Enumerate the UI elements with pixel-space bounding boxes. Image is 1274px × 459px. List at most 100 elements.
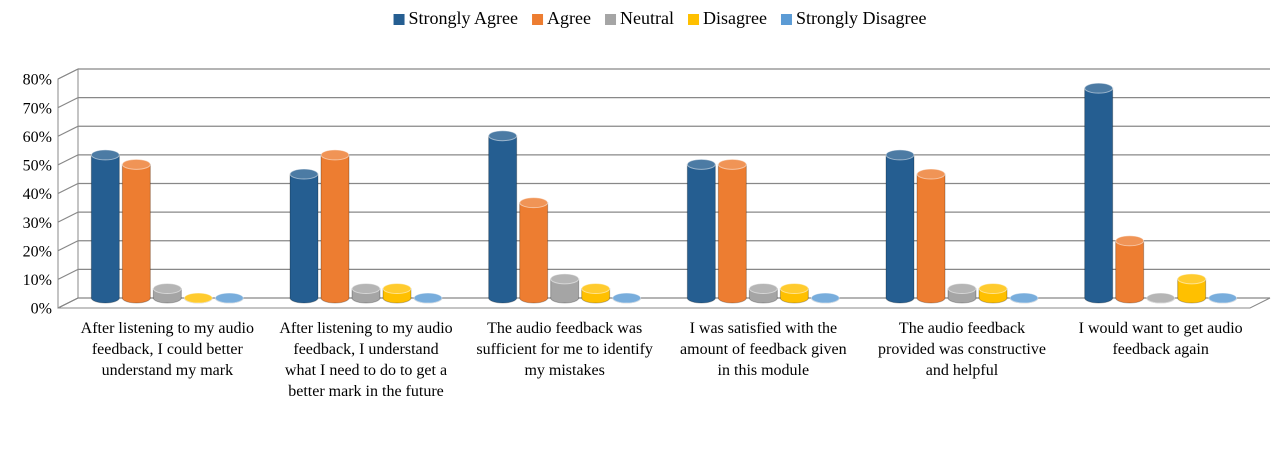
bar-top-shine bbox=[550, 273, 579, 284]
bar-top-shine bbox=[1146, 293, 1175, 303]
bar-top bbox=[612, 292, 642, 304]
bar-top-shine bbox=[979, 283, 1007, 294]
grid-line-side bbox=[57, 97, 79, 109]
bar-top bbox=[885, 149, 915, 161]
bar bbox=[550, 278, 580, 304]
legend-label: Strongly Disagree bbox=[796, 8, 926, 28]
bar-top-shine bbox=[917, 169, 945, 180]
y-tick-label: 40% bbox=[23, 186, 52, 203]
bar-top-shine bbox=[122, 159, 151, 170]
bar-top bbox=[748, 283, 778, 295]
bar-top bbox=[351, 283, 381, 295]
bar-top-shine bbox=[91, 149, 120, 160]
bar-top bbox=[382, 283, 412, 295]
legend-label: Strongly Agree bbox=[409, 8, 519, 28]
grid-line-side bbox=[57, 182, 79, 195]
legend: Strongly Agree Agree Neutral Disagree Strong… bbox=[393, 8, 926, 28]
bar-top bbox=[1177, 273, 1207, 285]
bar bbox=[289, 173, 319, 304]
bar-top-shine bbox=[215, 293, 244, 303]
bar-top bbox=[413, 292, 443, 304]
y-tick-label: 80% bbox=[23, 72, 52, 89]
bar-top bbox=[1146, 292, 1176, 304]
grid-line-side bbox=[57, 68, 79, 80]
y-tick-label: 0% bbox=[31, 301, 52, 318]
bar-top bbox=[320, 149, 350, 161]
bar bbox=[519, 202, 549, 304]
bar-top-shine bbox=[321, 149, 349, 160]
bar-top-shine bbox=[718, 159, 747, 170]
bar-top bbox=[947, 283, 977, 295]
bar-top bbox=[1208, 292, 1238, 304]
x-tick-label: After listening to my audio feedback, I … bbox=[279, 320, 453, 400]
bar-top bbox=[581, 283, 611, 295]
bar-top bbox=[717, 158, 747, 170]
bar bbox=[916, 173, 946, 304]
grid-line-side bbox=[57, 240, 79, 252]
bar-top-shine bbox=[153, 283, 182, 294]
bar-top bbox=[488, 130, 518, 142]
bar bbox=[885, 154, 915, 304]
bar-top bbox=[550, 273, 580, 285]
y-tick-label: 70% bbox=[23, 100, 52, 117]
x-tick-label: The audio feedback was sufficient for me… bbox=[476, 320, 653, 379]
bar-top bbox=[519, 197, 549, 209]
y-tick-label: 10% bbox=[23, 272, 52, 289]
grid-line-side bbox=[57, 125, 79, 137]
bar bbox=[1177, 278, 1207, 304]
bar bbox=[320, 154, 350, 304]
bar-top-shine bbox=[1115, 235, 1144, 246]
y-tick-label: 30% bbox=[23, 215, 52, 232]
bar bbox=[686, 163, 716, 304]
bar bbox=[1115, 240, 1145, 304]
legend-label: Agree bbox=[547, 8, 591, 28]
x-tick-label: After listening to my audio feedback, I … bbox=[80, 320, 254, 379]
bar-top bbox=[214, 292, 244, 304]
grid-line-side bbox=[57, 211, 79, 223]
bar-top bbox=[916, 168, 946, 180]
bar-top-shine bbox=[1010, 293, 1038, 303]
bar-top bbox=[686, 158, 716, 170]
legend-swatch bbox=[688, 14, 700, 25]
bar-top bbox=[152, 283, 182, 295]
x-tick-label: The audio feedback provided was construc… bbox=[878, 320, 1046, 379]
bar-top-shine bbox=[1177, 273, 1206, 284]
bar bbox=[1084, 87, 1114, 304]
bar bbox=[717, 163, 747, 304]
bar-top-shine bbox=[414, 293, 442, 303]
bar-top bbox=[779, 283, 809, 295]
y-tick-label: 50% bbox=[23, 158, 52, 175]
legend-label: Disagree bbox=[703, 8, 767, 28]
bar-top-shine bbox=[687, 159, 716, 170]
legend-label: Neutral bbox=[620, 8, 674, 28]
bar-top-shine bbox=[352, 283, 380, 294]
legend-swatch bbox=[532, 14, 544, 25]
bar-top-shine bbox=[1208, 293, 1237, 303]
bar-top bbox=[121, 158, 151, 170]
bar-top bbox=[90, 149, 120, 161]
bar bbox=[121, 163, 151, 304]
grid-line-side bbox=[57, 154, 79, 166]
legend-swatch bbox=[393, 14, 405, 25]
bar-top-shine bbox=[811, 293, 840, 303]
bar-top bbox=[978, 283, 1008, 295]
bar-top-shine bbox=[886, 149, 914, 160]
y-tick-label: 20% bbox=[23, 243, 52, 260]
bar-top-shine bbox=[488, 130, 517, 141]
bar-top-shine bbox=[383, 283, 411, 294]
bar-top-shine bbox=[290, 169, 318, 180]
bar-top-shine bbox=[1084, 83, 1113, 94]
y-tick-label: 60% bbox=[23, 129, 52, 146]
bar-top-shine bbox=[519, 197, 548, 208]
bar bbox=[90, 154, 120, 304]
legend-swatch bbox=[780, 14, 792, 25]
bar-top bbox=[1084, 82, 1114, 94]
x-tick-label: I would want to get audio feedback again bbox=[1078, 320, 1243, 358]
bar-top-shine bbox=[612, 293, 641, 303]
bar-top-shine bbox=[749, 283, 778, 294]
bar-top-shine bbox=[581, 283, 610, 294]
bar-top-shine bbox=[184, 293, 213, 303]
bar-top bbox=[1009, 292, 1039, 304]
